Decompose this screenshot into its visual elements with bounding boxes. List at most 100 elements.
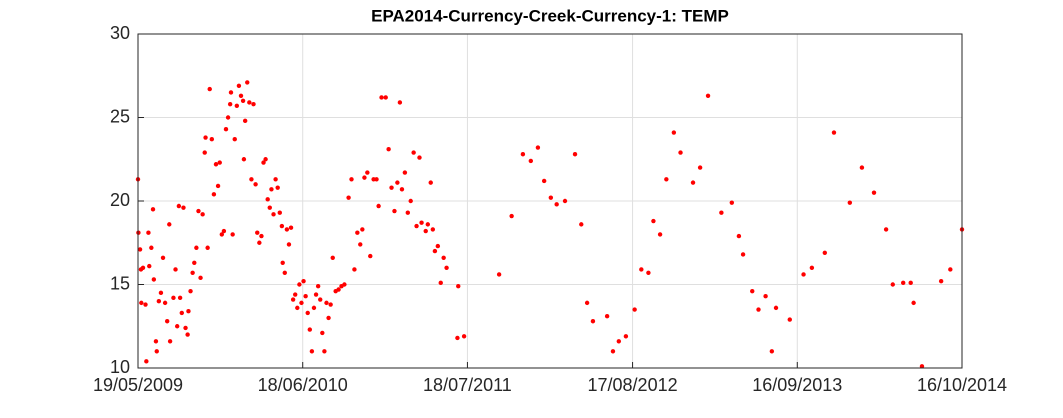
data-point (769, 349, 775, 354)
x-tick-label: 18/07/2011 (423, 375, 512, 395)
data-point (156, 299, 162, 304)
data-point (664, 177, 669, 182)
data-point (277, 210, 282, 215)
data-point (315, 283, 321, 289)
data-point (535, 145, 541, 150)
data-point (217, 160, 222, 165)
data-point (938, 278, 944, 284)
x-tick-label: 19/05/2009 (93, 375, 183, 395)
data-point (386, 147, 391, 152)
data-point (309, 349, 315, 354)
data-point (579, 222, 584, 227)
data-point (167, 339, 173, 344)
data-point (871, 190, 877, 195)
data-point (209, 137, 215, 142)
data-point (225, 115, 231, 120)
data-point (247, 100, 252, 105)
data-point (590, 319, 596, 324)
data-point (414, 223, 419, 229)
chart-title: EPA2014-Currency-Creek-Currency-1: TEMP (371, 6, 729, 25)
y-tick-label: 30 (110, 23, 130, 43)
data-point (365, 170, 370, 175)
data-point (215, 183, 221, 189)
data-point (438, 280, 443, 286)
data-point (279, 223, 285, 229)
data-point (236, 83, 242, 88)
data-point (251, 101, 256, 107)
data-point (259, 233, 264, 239)
data-point (213, 162, 219, 167)
data-point (520, 152, 526, 157)
data-point (290, 297, 296, 302)
data-point (455, 335, 460, 341)
data-point (273, 177, 278, 182)
data-point (271, 212, 276, 217)
data-point (541, 178, 547, 184)
data-point (188, 288, 193, 294)
data-point (383, 95, 388, 100)
data-point (318, 297, 323, 302)
data-point (160, 255, 166, 260)
data-point (402, 170, 408, 175)
data-point (763, 293, 768, 299)
data-point (240, 98, 246, 104)
data-point (822, 250, 828, 255)
data-point (908, 280, 913, 286)
data-point (190, 270, 195, 276)
data-point (562, 198, 568, 204)
data-point (176, 203, 182, 209)
data-point (223, 126, 229, 132)
data-point (198, 275, 203, 281)
data-point (379, 95, 384, 100)
data-point (740, 252, 746, 257)
data-point (303, 293, 308, 299)
data-point (288, 225, 294, 230)
data-point (137, 247, 143, 252)
data-point (286, 242, 292, 247)
data-point (919, 364, 925, 369)
data-point (326, 315, 331, 321)
data-point (275, 185, 280, 190)
data-point (623, 334, 629, 339)
data-point (639, 267, 644, 272)
data-point (173, 267, 178, 272)
data-point (336, 287, 341, 292)
data-point (167, 222, 172, 227)
data-point (705, 93, 711, 98)
data-point (342, 282, 347, 287)
data-point (584, 300, 590, 306)
data-point (374, 177, 379, 182)
data-point (435, 243, 441, 249)
data-point (144, 359, 149, 364)
y-tick-label: 25 (110, 106, 130, 126)
data-point (299, 300, 304, 306)
data-point (362, 175, 367, 180)
data-point (205, 245, 210, 250)
data-point (200, 212, 205, 217)
data-point (151, 277, 157, 282)
data-point (352, 267, 357, 272)
x-tick-label: 16/10/2014 (917, 375, 1007, 395)
data-point (901, 280, 906, 286)
data-point (241, 157, 247, 162)
data-point (349, 177, 354, 182)
data-point (265, 197, 270, 202)
data-point (646, 270, 651, 276)
data-point (330, 255, 335, 260)
data-point (417, 155, 422, 160)
data-point (456, 283, 461, 289)
data-point (346, 195, 351, 200)
data-point (697, 165, 703, 170)
data-point (194, 245, 199, 250)
marks-layer (135, 80, 965, 369)
data-point (249, 177, 254, 182)
data-point (719, 210, 724, 215)
data-point (183, 325, 188, 331)
data-point (196, 208, 201, 214)
data-point (678, 150, 683, 155)
data-point (801, 272, 806, 277)
data-point (257, 240, 262, 245)
data-point (149, 245, 154, 250)
data-point (616, 339, 622, 344)
